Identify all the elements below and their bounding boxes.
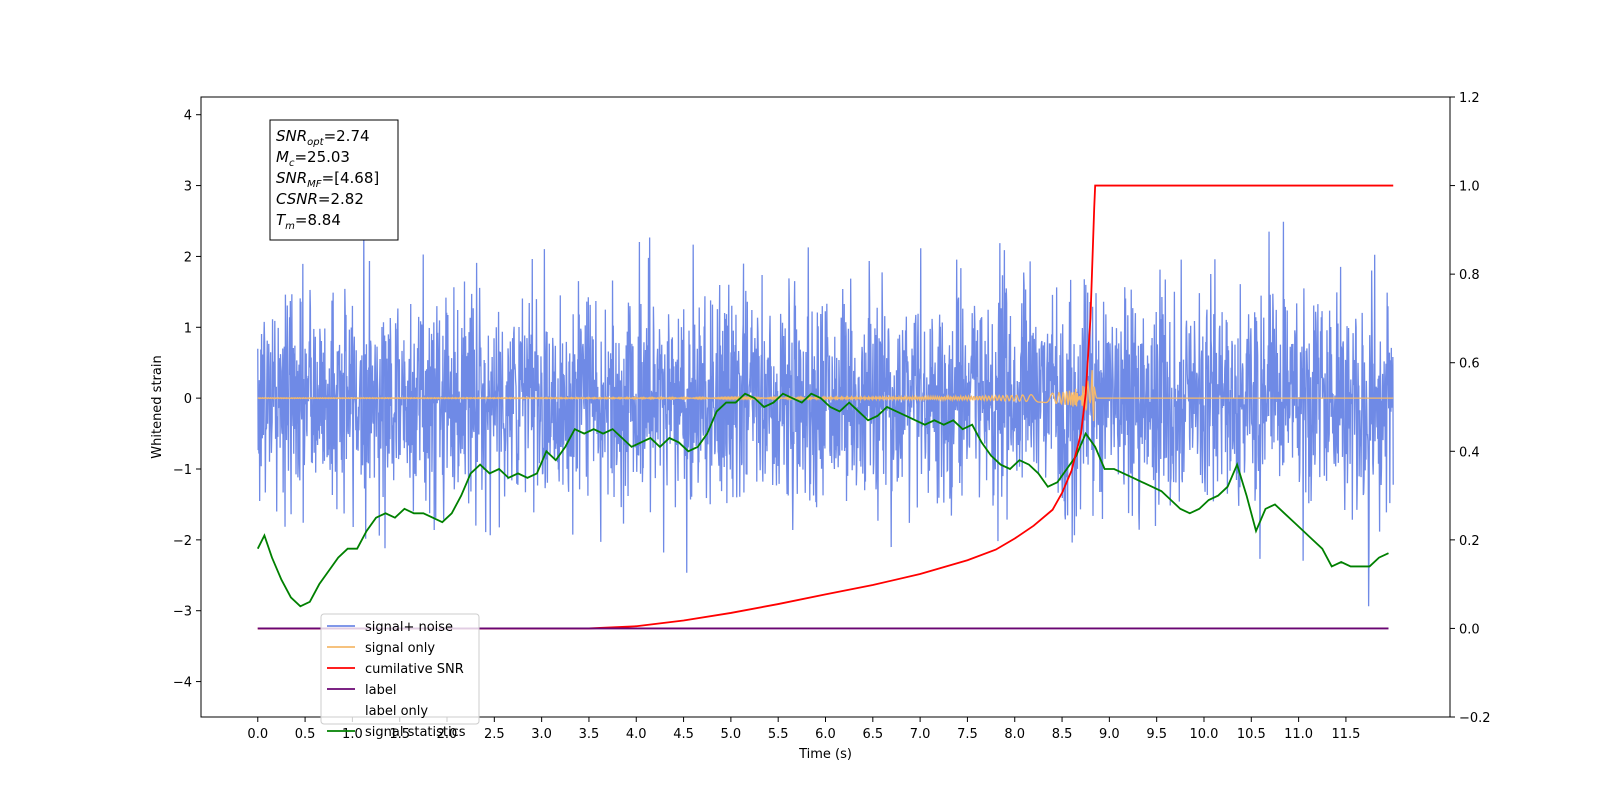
annotation-line: Mc=25.03 bbox=[276, 148, 350, 169]
y-right-tick-label: 1.2 bbox=[1459, 91, 1480, 106]
y-left-tick-label: 1 bbox=[184, 321, 192, 336]
annotation-line: Tm=8.84 bbox=[276, 211, 341, 232]
legend-entry: signal statistics bbox=[365, 725, 466, 740]
x-axis-label: Time (s) bbox=[798, 747, 852, 762]
x-tick-label: 7.5 bbox=[957, 727, 978, 742]
y-right-tick-label: 0.2 bbox=[1459, 534, 1480, 549]
y-right-tick-label: 0.8 bbox=[1459, 268, 1480, 283]
annotation-box: SNRopt=2.74Mc=25.03SNRMF=[4.68]CSNR=2.82… bbox=[269, 119, 399, 241]
annotation-line: SNRopt=2.74 bbox=[276, 127, 370, 148]
x-tick-label: 6.0 bbox=[815, 727, 836, 742]
legend-entry: label only bbox=[365, 704, 428, 719]
x-tick-label: 4.5 bbox=[673, 727, 694, 742]
x-tick-label: 4.0 bbox=[626, 727, 647, 742]
x-tick-label: 7.0 bbox=[910, 727, 931, 742]
x-axis: 0.0 0.5 1.0 1.5 2.0 2.5 3.0 3.5 4.0 4.5 5.0 5.5 6.0 6… bbox=[247, 717, 1360, 742]
y-left-tick-label: −2 bbox=[173, 534, 192, 549]
legend: signal+ noise signal only cumilative SNR la… bbox=[320, 613, 480, 740]
series-cumilative-snr-line bbox=[257, 184, 1394, 630]
legend-entry: signal+ noise bbox=[365, 620, 453, 635]
series-signal-statistics-line bbox=[256, 392, 1389, 608]
x-tick-label: 11.5 bbox=[1331, 727, 1360, 742]
y-right-tick-label: −0.2 bbox=[1459, 711, 1491, 726]
x-tick-label: 1.5 bbox=[389, 727, 410, 742]
x-tick-label: 11.0 bbox=[1284, 727, 1313, 742]
x-tick-label: 3.5 bbox=[579, 727, 600, 742]
y-left-tick-label: 4 bbox=[184, 109, 192, 124]
y-axis-left: −4 −3 −2 −1 0 1 2 3 4 bbox=[173, 109, 201, 691]
y-axis-right: −0.2 0.0 0.2 0.4 0.6 0.8 1.0 1.2 bbox=[1450, 91, 1491, 726]
x-tick-label: 10.5 bbox=[1237, 727, 1266, 742]
x-tick-label: 5.0 bbox=[721, 727, 742, 742]
annotation-line: SNRMF=[4.68] bbox=[276, 169, 379, 190]
y-left-tick-label: −3 bbox=[173, 605, 192, 620]
legend-entry: signal only bbox=[365, 641, 435, 656]
x-tick-label: 9.5 bbox=[1146, 727, 1167, 742]
legend-frame bbox=[320, 613, 480, 725]
x-tick-label: 6.5 bbox=[862, 727, 883, 742]
x-tick-label: 10.0 bbox=[1190, 727, 1219, 742]
legend-entry: cumilative SNR bbox=[365, 662, 464, 677]
x-tick-label: 0.0 bbox=[247, 727, 268, 742]
x-tick-label: 1.0 bbox=[342, 727, 363, 742]
x-tick-label: 5.5 bbox=[768, 727, 789, 742]
annotation-frame bbox=[269, 119, 399, 241]
y-right-tick-label: 1.0 bbox=[1459, 180, 1480, 195]
y-left-tick-label: 0 bbox=[184, 392, 192, 407]
y-axis-left-label: Whitened strain bbox=[150, 355, 165, 458]
x-tick-label: 2.5 bbox=[484, 727, 505, 742]
series-signal-noise-line bbox=[257, 221, 1394, 607]
y-right-tick-label: 0.6 bbox=[1459, 357, 1480, 372]
y-left-tick-label: 3 bbox=[184, 180, 192, 195]
x-tick-label: 3.0 bbox=[531, 727, 552, 742]
x-tick-label: 0.5 bbox=[295, 727, 316, 742]
series-layer bbox=[256, 184, 1394, 630]
series-signal-only-line bbox=[257, 370, 1394, 422]
x-tick-label: 8.0 bbox=[1004, 727, 1025, 742]
y-right-tick-label: 0.4 bbox=[1459, 445, 1480, 460]
legend-entry: label bbox=[365, 683, 396, 698]
annotation-line: CSNR=2.82 bbox=[276, 190, 364, 208]
y-left-tick-label: 2 bbox=[184, 250, 192, 265]
y-left-tick-label: −1 bbox=[173, 463, 192, 478]
y-right-tick-label: 0.0 bbox=[1459, 622, 1480, 637]
x-tick-label: 9.0 bbox=[1099, 727, 1120, 742]
y-left-tick-label: −4 bbox=[173, 676, 192, 691]
x-tick-label: 8.5 bbox=[1052, 727, 1073, 742]
x-tick-label: 2.0 bbox=[437, 727, 458, 742]
